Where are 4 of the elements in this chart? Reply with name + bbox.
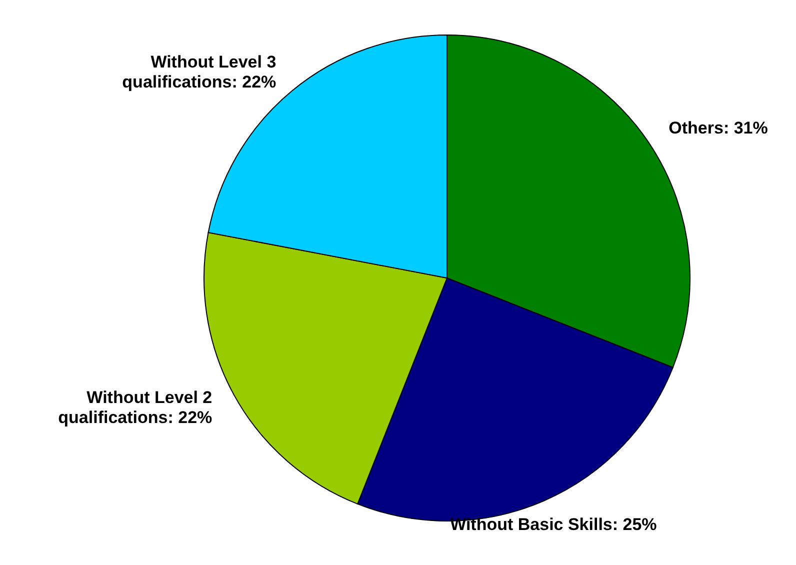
- slice-label: Without Level 3 qualifications: 22%: [122, 52, 276, 92]
- slice-label: Others: 31%: [668, 118, 768, 138]
- slice-label: Without Basic Skills: 25%: [450, 514, 657, 534]
- slice-label: Without Level 2 qualifications: 22%: [58, 388, 212, 428]
